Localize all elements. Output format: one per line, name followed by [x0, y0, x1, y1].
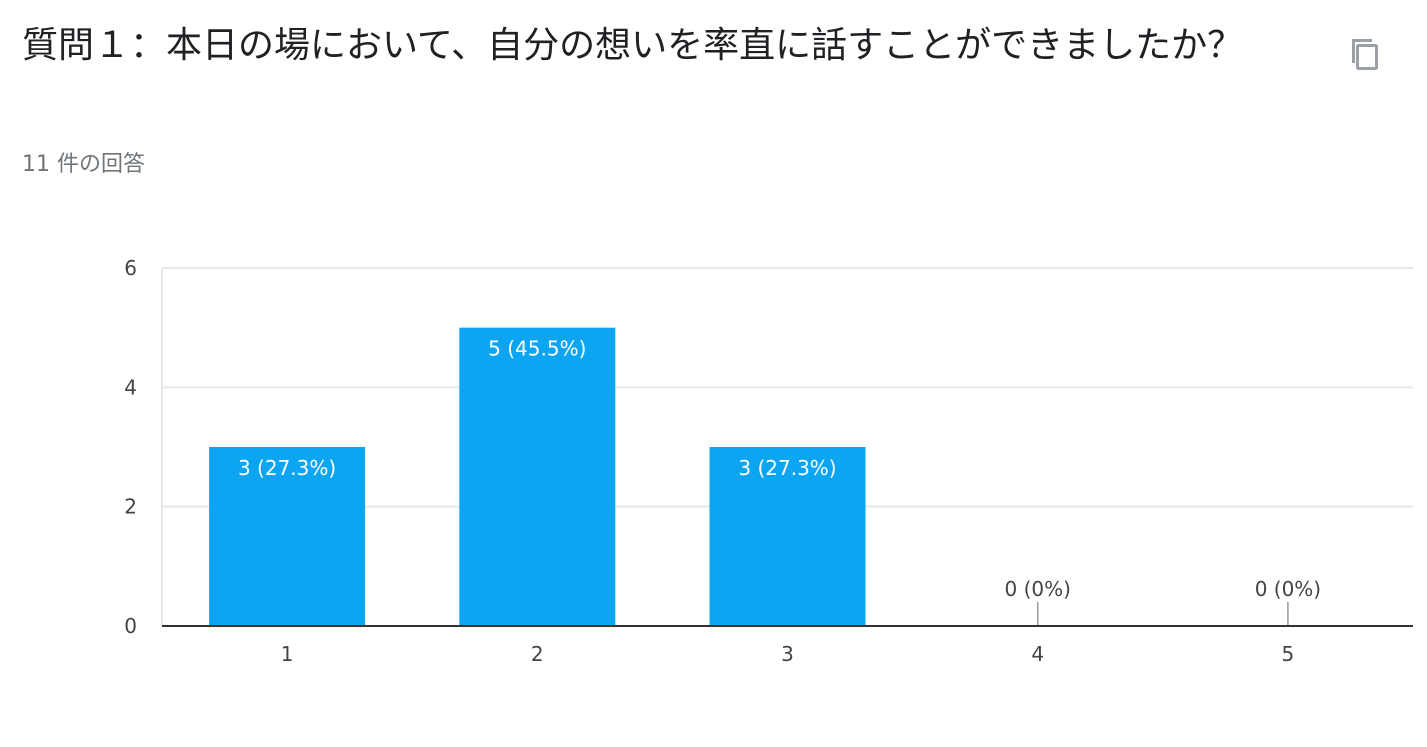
bar-data-label: 0 (0%) [1004, 577, 1070, 601]
question-title: 質問１：本日の場において、自分の想いを率直に話すことができましたか？ [22, 25, 1244, 66]
x-tick-label: 3 [781, 642, 794, 666]
bar [709, 447, 866, 626]
y-tick-label: 6 [124, 256, 137, 280]
bar-data-label: 3 (27.3%) [738, 456, 836, 480]
response-count: 11 件の回答 [22, 152, 145, 177]
x-tick-label: 4 [1031, 642, 1044, 666]
x-tick-label: 5 [1282, 642, 1295, 666]
bar-data-label: 5 (45.5%) [488, 337, 586, 361]
x-tick-label: 2 [531, 642, 544, 666]
y-tick-label: 0 [124, 614, 137, 638]
x-tick-label: 1 [281, 642, 294, 666]
bar [459, 327, 616, 626]
bar [209, 447, 366, 626]
bar-data-label: 3 (27.3%) [238, 456, 336, 480]
copy-chart-button[interactable] [1342, 30, 1386, 74]
bar-data-label: 0 (0%) [1255, 577, 1321, 601]
copy-icon [1352, 39, 1378, 70]
y-tick-label: 2 [124, 495, 137, 519]
y-tick-label: 4 [124, 375, 137, 399]
